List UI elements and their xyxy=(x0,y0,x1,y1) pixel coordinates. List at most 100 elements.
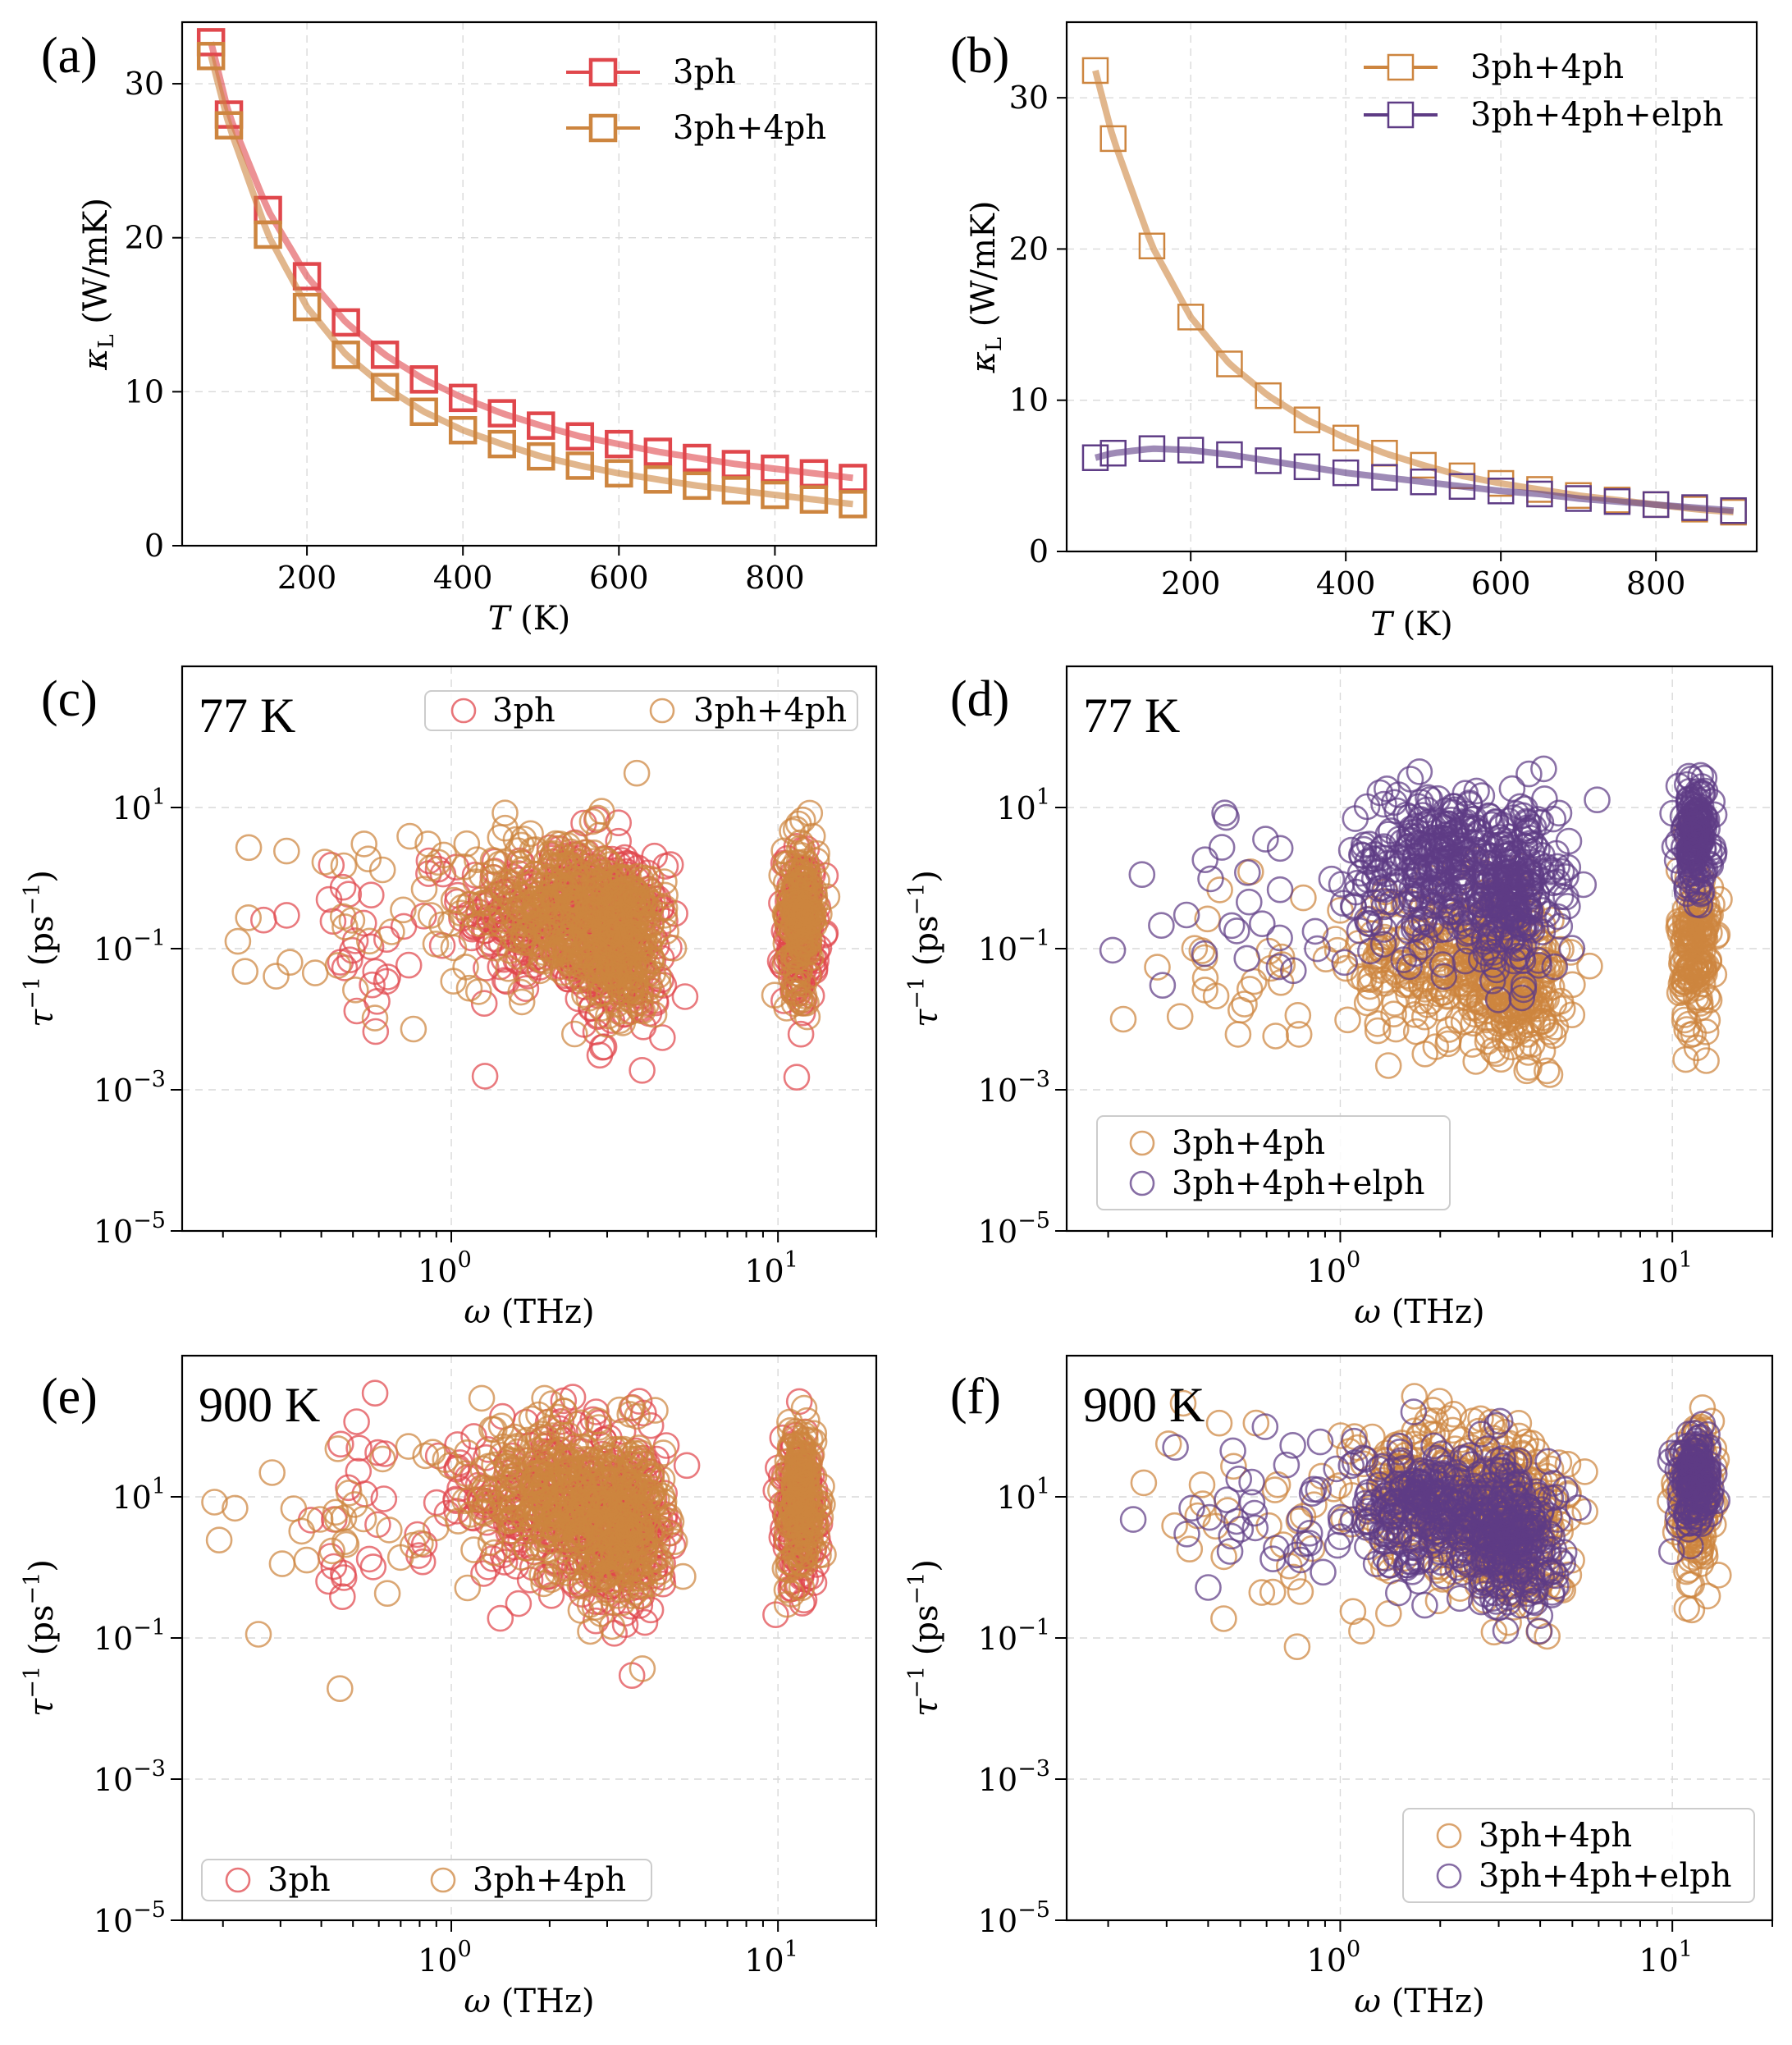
scatter-point xyxy=(470,1560,497,1587)
tick-base: 10 xyxy=(94,1621,133,1657)
scatter-point xyxy=(776,1549,803,1576)
scatter-point xyxy=(787,1020,815,1048)
data-point-square xyxy=(527,441,555,471)
scatter-point xyxy=(595,949,623,977)
scatter-point xyxy=(505,943,533,970)
scatter-point xyxy=(670,1562,697,1590)
scatter-point xyxy=(1449,811,1476,839)
scatter-point xyxy=(616,1401,644,1428)
scatter-point xyxy=(778,1581,806,1608)
scatter-point xyxy=(1504,911,1532,938)
scatter-point xyxy=(1411,1003,1438,1031)
scatter-point xyxy=(571,981,598,1009)
scatter-point xyxy=(327,1430,354,1458)
scatter-point xyxy=(627,1565,655,1593)
scatter-point xyxy=(373,926,400,953)
scatter-point xyxy=(1466,891,1494,919)
scatter-point xyxy=(651,868,678,895)
scatter-point xyxy=(1374,775,1401,803)
scatter-point xyxy=(1252,826,1279,853)
scatter-point xyxy=(578,1558,605,1585)
x-axis-label-unit: (K) xyxy=(1392,606,1453,643)
legend-marker xyxy=(1129,1170,1155,1196)
scatter-point xyxy=(1149,972,1177,999)
y-axis-label-close: ) xyxy=(23,870,61,883)
scatter-point xyxy=(637,1411,665,1439)
scatter-point xyxy=(341,977,369,1004)
scatter-point xyxy=(1480,939,1507,966)
tick-exponent: 1 xyxy=(152,785,166,810)
legend-marker xyxy=(1129,1130,1155,1156)
scatter-point xyxy=(361,1004,389,1032)
scatter-point xyxy=(1692,1018,1720,1045)
scatter-point xyxy=(786,1457,813,1485)
scatter-point xyxy=(1432,797,1460,825)
data-point-square xyxy=(196,42,226,71)
scatter-point xyxy=(371,1440,399,1467)
y-tick-label: 0 xyxy=(1029,533,1049,570)
scatter-point xyxy=(611,1611,639,1638)
tick-base: 10 xyxy=(978,1214,1017,1250)
x-tick-label: 600 xyxy=(1471,565,1531,602)
scatter-point xyxy=(531,1384,558,1412)
scatter-point xyxy=(430,841,458,869)
tick-base: 10 xyxy=(996,790,1035,826)
y-tick-label: 10−5 xyxy=(978,1208,1050,1250)
tick-exponent: −5 xyxy=(133,1897,166,1923)
y-axis-label-close: ) xyxy=(23,1559,61,1572)
tick-base: 10 xyxy=(744,1942,784,1979)
scatter-point xyxy=(1356,984,1383,1012)
scatter-point xyxy=(368,856,396,884)
y-axis-label-exp: −1 xyxy=(20,883,45,916)
scatter-point xyxy=(487,824,514,851)
scatter-point xyxy=(1518,864,1545,892)
scatter-point xyxy=(1492,971,1520,999)
data-point-square xyxy=(605,459,633,488)
tick-base: 10 xyxy=(1307,1253,1346,1289)
tick-exponent: 1 xyxy=(784,1937,798,1962)
scatter-point xyxy=(496,1425,523,1453)
y-axis-label-subscript: L xyxy=(982,337,1007,351)
scatter-point xyxy=(1514,809,1542,837)
scatter-point xyxy=(410,876,438,903)
tick-base: 10 xyxy=(112,790,151,826)
scatter-point xyxy=(1516,878,1543,906)
scatter-point xyxy=(1259,1578,1287,1606)
scatter-point xyxy=(1464,814,1491,842)
scatter-point xyxy=(268,1550,296,1577)
y-tick-label: 10−1 xyxy=(978,926,1050,968)
scatter-point xyxy=(1541,953,1569,981)
scatter-point xyxy=(1532,1011,1560,1039)
legend-label: 3ph+4ph xyxy=(673,109,826,147)
scatter-point xyxy=(1350,831,1378,858)
scatter-point xyxy=(575,901,602,928)
scatter-point xyxy=(570,1011,598,1038)
scatter-point xyxy=(496,1483,524,1510)
data-point-square xyxy=(1081,57,1109,85)
x-tick-label: 200 xyxy=(277,560,337,596)
temperature-label: 77 K xyxy=(1083,689,1180,743)
scatter-point xyxy=(1491,1026,1519,1053)
scatter-point xyxy=(542,835,569,862)
scatter-point xyxy=(1109,1005,1137,1033)
legend: 3ph 3ph+4ph xyxy=(201,1859,652,1901)
scatter-point xyxy=(1498,905,1526,933)
scatter-point xyxy=(598,1613,626,1640)
scatter-point xyxy=(502,826,530,853)
scatter-point xyxy=(516,1567,544,1594)
scatter-point xyxy=(1473,1006,1501,1034)
x-axis-label: T (K) xyxy=(488,600,571,638)
scatter-point xyxy=(584,1407,611,1434)
scatter-point xyxy=(390,896,417,924)
scatter-point xyxy=(775,1455,802,1482)
scatter-point xyxy=(1538,858,1566,885)
scatter-point xyxy=(1353,793,1381,821)
scatter-point xyxy=(1497,891,1525,918)
scatter-point xyxy=(481,1451,508,1479)
scatter-point xyxy=(1471,909,1499,936)
x-tick-label: 101 xyxy=(744,1247,798,1289)
scatter-point xyxy=(445,1507,472,1535)
scatter-point xyxy=(778,915,806,942)
scatter-point xyxy=(263,963,290,990)
legend-marker xyxy=(588,57,618,87)
